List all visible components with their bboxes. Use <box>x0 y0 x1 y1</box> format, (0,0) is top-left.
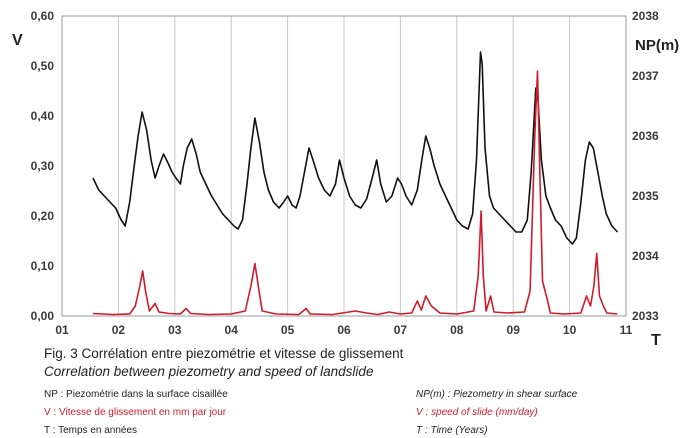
left-tick-label: 0,00 <box>31 309 55 323</box>
x-tick-label-10: 10 <box>563 323 577 337</box>
left-tick-label: 0,60 <box>31 9 55 23</box>
x-tick-label-06: 06 <box>337 323 351 337</box>
left-tick-label: 0,40 <box>31 109 55 123</box>
right-tick-label: 2038 <box>632 9 659 23</box>
x-tick-label-04: 04 <box>225 323 239 337</box>
x-tick-label-03: 03 <box>168 323 182 337</box>
legend-v-en: V : speed of slide (mm/day) <box>416 407 538 418</box>
legend-t-en: T : Time (Years) <box>416 425 488 436</box>
x-tick-label-02: 02 <box>112 323 126 337</box>
x-tick-label-05: 05 <box>281 323 295 337</box>
figure-subtitle: Correlation between piezometry and speed… <box>44 364 373 379</box>
x-axis-label: T <box>651 332 661 349</box>
x-tick-label-01: 01 <box>55 323 69 337</box>
x-tick-label-08: 08 <box>450 323 464 337</box>
x-tick-label-07: 07 <box>394 323 408 337</box>
x-tick-label-11: 11 <box>620 323 633 337</box>
legend-t-fr: T : Temps en années <box>44 425 137 436</box>
series-line-v <box>93 71 618 315</box>
left-axis-ticks: 0,00 0,10 0,20 0,30 0,40 0,50 0,60 <box>31 9 55 323</box>
right-tick-label: 2033 <box>632 309 659 323</box>
right-tick-label: 2035 <box>632 189 659 203</box>
legend-np-en: NP(m) : Piezometry in shear surface <box>416 389 577 400</box>
x-tick-label-09: 09 <box>507 323 521 337</box>
legend-v-fr: V : Vitesse de glissement en mm par jour <box>44 407 226 418</box>
right-tick-label: 2037 <box>632 69 659 83</box>
x-axis-ticks: 01 02 03 04 05 06 07 08 09 10 11 <box>55 323 632 337</box>
right-axis-ticks: 2033 2034 2035 2036 2037 2038 <box>632 9 659 323</box>
left-tick-label: 0,50 <box>31 59 55 73</box>
right-axis-label: NP(m) <box>635 37 679 54</box>
legend-np-fr: NP : Piezométrie dans la surface cisaill… <box>44 389 228 400</box>
left-axis-label: V <box>12 32 23 49</box>
right-tick-label: 2034 <box>632 249 659 263</box>
figure-title: Fig. 3 Corrélation entre piezométrie et … <box>44 346 403 361</box>
vertical-gridlines <box>118 16 569 316</box>
left-tick-label: 0,30 <box>31 159 55 173</box>
chart-series <box>93 52 618 315</box>
right-tick-label: 2036 <box>632 129 659 143</box>
left-tick-label: 0,20 <box>31 209 55 223</box>
left-tick-label: 0,10 <box>31 259 55 273</box>
